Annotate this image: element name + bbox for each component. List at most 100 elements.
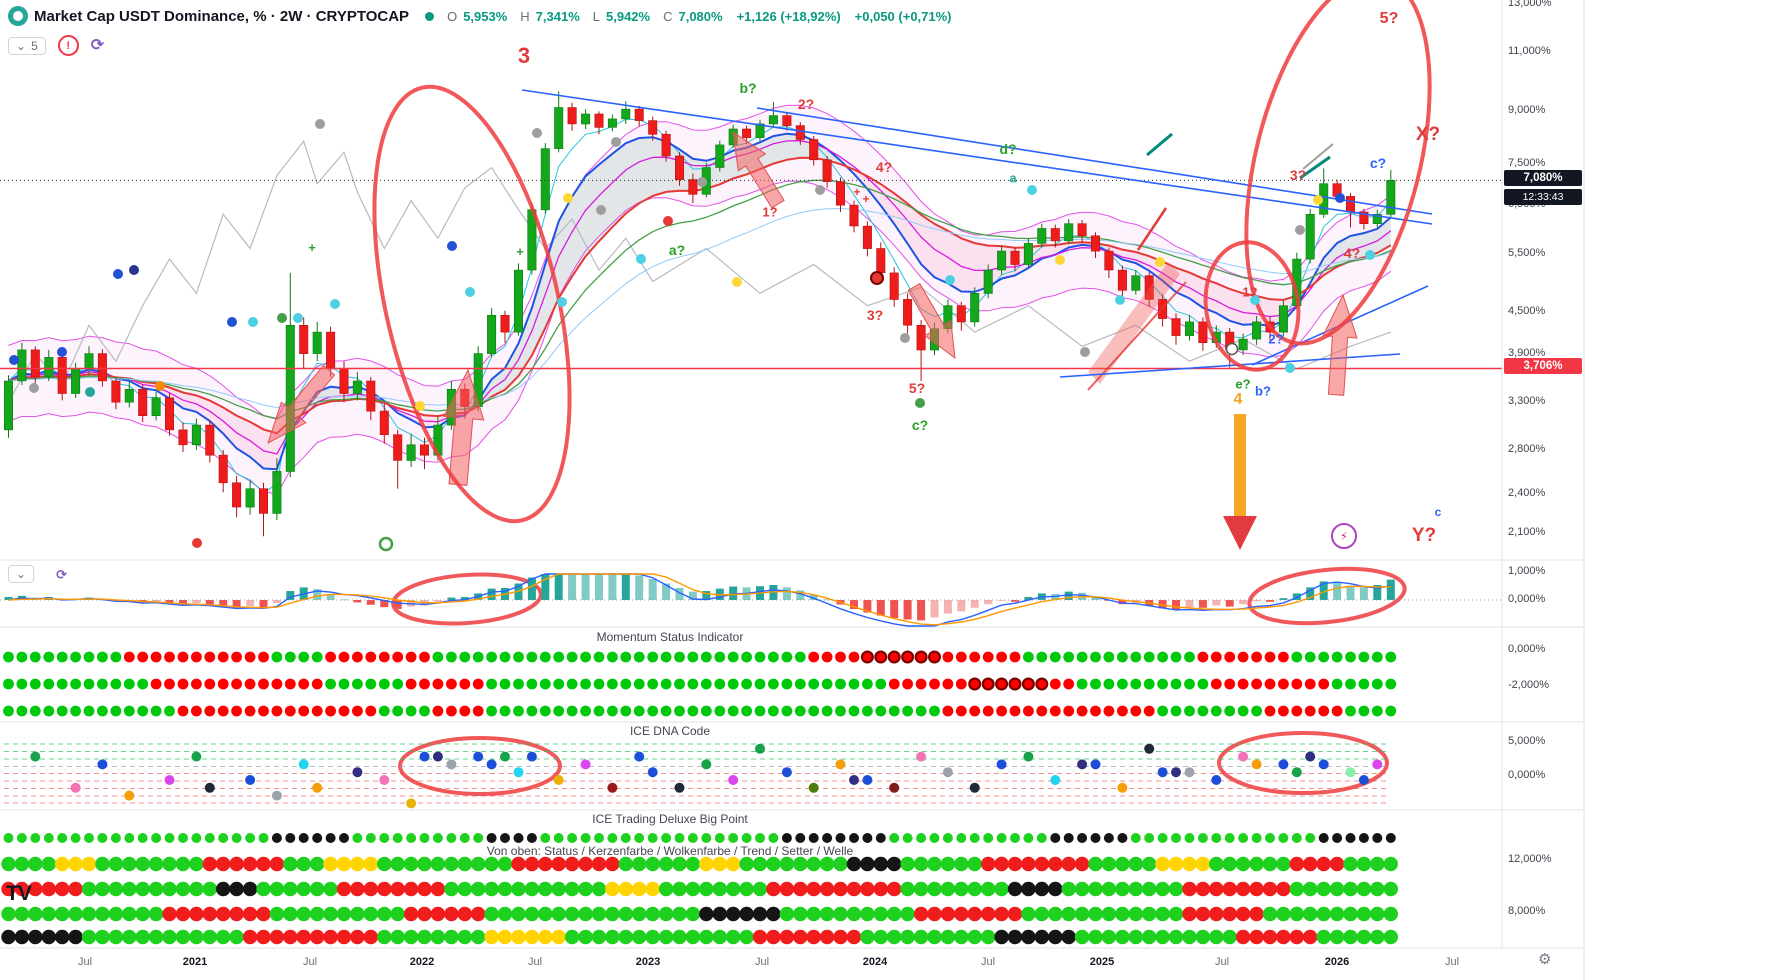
flash-circle-icon[interactable]: ⚡ [1331, 523, 1357, 549]
change-value-secondary: +0,050 (+0,71%) [854, 8, 952, 24]
time-tick[interactable]: Jul [980, 956, 996, 968]
red-ellipse-3[interactable] [391, 570, 543, 628]
ice-dot [406, 798, 417, 809]
pink-arrow-3[interactable] [1322, 293, 1358, 396]
indicators-count: 5 [31, 38, 38, 53]
ice-dot [1023, 751, 1034, 762]
ice-dot [1318, 759, 1329, 770]
indicators-collapse-chip[interactable]: ⌄ 5 [8, 36, 46, 55]
ice-dot [781, 767, 792, 778]
chevron-down-icon: ⌄ [16, 38, 27, 53]
pink-arrow-1[interactable] [732, 130, 785, 209]
ice-dot [1251, 759, 1262, 770]
high-value: 7,341% [535, 8, 580, 24]
yellow-arrow-head[interactable] [1223, 516, 1257, 550]
macd-collapse-icon[interactable]: ⌄ [8, 565, 35, 583]
bigpoint-status-row [3, 833, 1396, 843]
signal-dot [1313, 195, 1323, 205]
ice-dot [1077, 759, 1088, 770]
signal-dot [915, 398, 925, 408]
ice-dot [607, 782, 618, 793]
tradingview-logo[interactable]: TV [6, 882, 32, 905]
yellow-arrow-body[interactable] [1234, 414, 1246, 516]
segment-0[interactable] [1146, 132, 1173, 157]
ice-dot [446, 759, 457, 770]
legend-row-tools: ⌄ 5 ! ⟳ [8, 35, 952, 56]
signal-dot [1115, 295, 1125, 305]
warning-icon[interactable]: ! [57, 35, 79, 56]
time-tick[interactable]: Jul [754, 956, 770, 968]
signal-dot [447, 241, 457, 251]
pink-arrow-4[interactable] [267, 364, 336, 445]
ice-dot [1211, 775, 1222, 785]
ice-dot [486, 759, 497, 770]
time-tick[interactable]: Jul [77, 956, 93, 968]
plus-marker: + [862, 192, 869, 206]
ice-dot [526, 751, 537, 762]
high-label: H [520, 8, 530, 24]
time-tick[interactable]: Jul [1444, 956, 1460, 968]
signal-dot [532, 128, 542, 138]
time-tick[interactable]: Jul [1214, 956, 1230, 968]
signal-ring [870, 271, 884, 285]
signal-dot [1080, 347, 1090, 357]
macd-refresh-icon[interactable]: ⟳ [56, 566, 67, 582]
ice-dot [808, 782, 819, 793]
open-label: O [447, 8, 458, 24]
segment-2[interactable] [1302, 143, 1334, 170]
signal-dot [557, 297, 567, 307]
red-ellipse-0[interactable] [338, 68, 605, 539]
red-ellipse-4[interactable] [1247, 562, 1408, 630]
segment-3[interactable] [1136, 207, 1168, 251]
time-tick[interactable]: 2024 [862, 956, 888, 968]
time-tick[interactable]: Jul [527, 956, 543, 968]
trendline-0[interactable] [521, 89, 1433, 225]
ice-dot [1278, 759, 1289, 770]
envelope-upper-line [8, 104, 1392, 419]
signal-dot [465, 287, 475, 297]
bigpoint-row-1 [1, 881, 1399, 897]
time-tick[interactable]: 2023 [635, 956, 661, 968]
signal-dot [113, 269, 123, 279]
time-tick[interactable]: 2026 [1324, 956, 1350, 968]
time-tick[interactable]: 2025 [1089, 956, 1115, 968]
plus-marker: + [516, 244, 524, 259]
ice-dot [1171, 767, 1181, 778]
ice-dot [271, 790, 282, 801]
candlestick-series [4, 91, 1396, 537]
ice-dot [1050, 775, 1061, 785]
time-tick[interactable]: 2021 [182, 956, 208, 968]
red-channel[interactable] [1088, 262, 1180, 384]
price-pane [4, 91, 1396, 537]
ice-dot [1372, 759, 1383, 770]
time-tick[interactable]: Jul [302, 956, 318, 968]
red-ellipse-2[interactable] [1198, 236, 1307, 376]
ice-dot [1291, 767, 1302, 778]
refresh-icon[interactable]: ⟳ [90, 36, 105, 54]
signal-dot [945, 275, 955, 285]
von-oben-caption: Von oben: Status / Kerzenfarbe / Wolkenf… [486, 844, 854, 858]
ghost-line [7, 140, 1391, 403]
ema-30-line [8, 179, 1392, 420]
ice-dot [1305, 751, 1316, 762]
time-axis[interactable]: Jul 2021 Jul 2022 Jul 2023 Jul 2024 Jul 2025 Jul 20… [0, 948, 1502, 980]
signal-dot [563, 193, 573, 203]
pink-arrow-2[interactable] [907, 282, 956, 360]
ema-8-line [8, 132, 1392, 471]
signal-dot [85, 387, 95, 397]
symbol-title[interactable]: Market Cap USDT Dominance, % · 2W · CRYP… [34, 7, 410, 25]
bigpoint-row-0 [1, 856, 1399, 872]
signal-dot [732, 277, 742, 287]
red-channel-line[interactable] [1087, 281, 1187, 391]
bigpoint-row-2 [1, 906, 1399, 922]
segment-1[interactable] [1299, 155, 1331, 180]
change-value: +1,126 (+18,92%) [736, 8, 841, 24]
time-tick[interactable]: 2022 [409, 956, 435, 968]
ice-dot [1345, 767, 1356, 778]
ice-dot [1090, 759, 1101, 770]
red-ellipse-6[interactable] [1217, 731, 1389, 795]
momentum-row-1 [3, 677, 1397, 691]
settings-gear-icon[interactable]: ⚙ [1538, 951, 1552, 968]
